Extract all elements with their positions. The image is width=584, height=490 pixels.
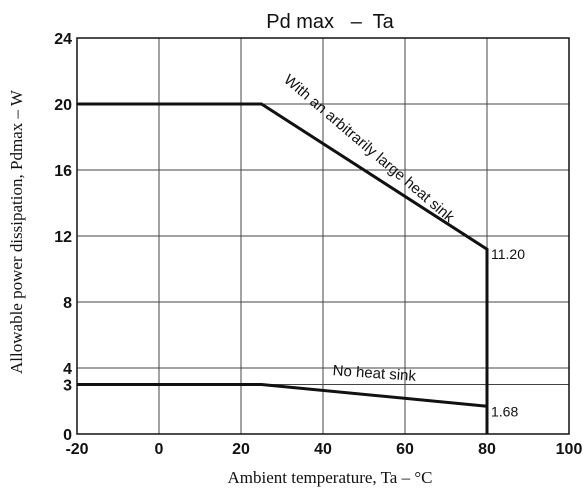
- y-tick-label: 24: [54, 31, 72, 48]
- y-tick-label: 20: [54, 97, 72, 114]
- x-tick-label: 40: [314, 441, 332, 458]
- y-tick-label: 12: [54, 229, 72, 246]
- x-tick-label: 60: [396, 441, 414, 458]
- x-tick-label: 80: [478, 441, 496, 458]
- y-tick-label: 3: [63, 378, 72, 395]
- annotations: 11.20 1.68: [491, 246, 525, 419]
- y-axis-title: Allowable power dissipation, Pdmax – W: [7, 89, 26, 374]
- x-tick-label: -20: [65, 441, 88, 458]
- plot-frame: [76, 37, 570, 435]
- series-line-no-heat-sink: [77, 383, 488, 408]
- series-label-large-heat-sink: With an arbitrarily large heat sink: [280, 71, 458, 226]
- grid: [76, 37, 570, 435]
- data-label: 1.68: [491, 403, 518, 419]
- x-axis-title: Ambient temperature, Ta – °C: [228, 468, 433, 487]
- x-tick-label: 20: [232, 441, 250, 458]
- data-label: 11.20: [491, 246, 525, 262]
- x-tick-label: 0: [155, 441, 164, 458]
- series-label-no-heat-sink: No heat sink: [332, 362, 417, 385]
- y-tick-label: 0: [63, 427, 72, 444]
- x-tick-label: 100: [556, 441, 583, 458]
- y-tick-label: 4: [63, 361, 72, 378]
- y-tick-label: 16: [54, 163, 72, 180]
- series-line-large-heat-sink: [77, 102, 489, 434]
- series-group: [77, 102, 489, 434]
- chart-title: Pd max – Ta: [266, 11, 394, 33]
- y-tick-label: 8: [63, 295, 72, 312]
